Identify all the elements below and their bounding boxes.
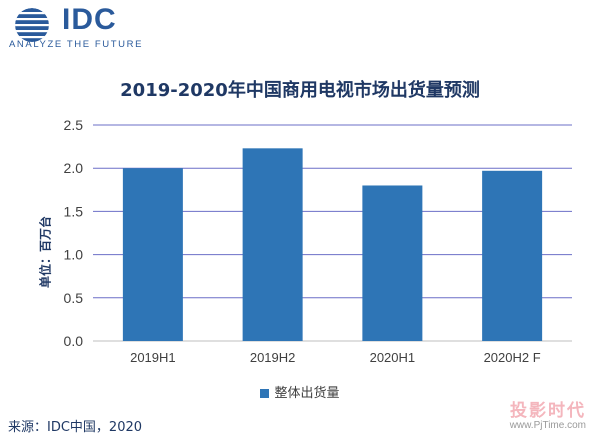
- watermark-url: www.PjTime.com: [509, 420, 586, 431]
- legend-label: 整体出货量: [274, 386, 340, 401]
- chart-title: 2019-2020年中国商用电视市场出货量预测: [120, 80, 480, 101]
- y-tick-label: 0.0: [64, 333, 84, 349]
- y-tick-label: 2.0: [64, 160, 84, 176]
- bar: [122, 168, 183, 341]
- x-tick-label: 2020H2 F: [484, 350, 541, 365]
- legend-swatch: [260, 389, 270, 398]
- x-tick-label: 2019H2: [250, 350, 296, 365]
- logo-text: IDC: [62, 3, 117, 36]
- y-tick-label: 2.5: [64, 117, 84, 133]
- idc-logo: [15, 8, 49, 42]
- watermark: 投影时代: [510, 401, 586, 421]
- source-note: 来源：IDC中国，2020: [8, 420, 143, 435]
- globe-icon: [15, 8, 49, 42]
- bar: [482, 170, 543, 341]
- x-tick-label: 2019H1: [130, 350, 176, 365]
- y-axis-label: 单位：百万台: [38, 216, 53, 289]
- x-tick-label: 2020H1: [370, 350, 416, 365]
- bar: [242, 148, 303, 341]
- y-tick-label: 1.5: [64, 203, 84, 219]
- y-tick-label: 0.5: [64, 290, 84, 306]
- logo-tagline: ANALYZE THE FUTURE: [9, 39, 144, 50]
- legend: 整体出货量: [0, 382, 600, 401]
- y-tick-label: 1.0: [64, 247, 84, 263]
- bar: [362, 185, 423, 341]
